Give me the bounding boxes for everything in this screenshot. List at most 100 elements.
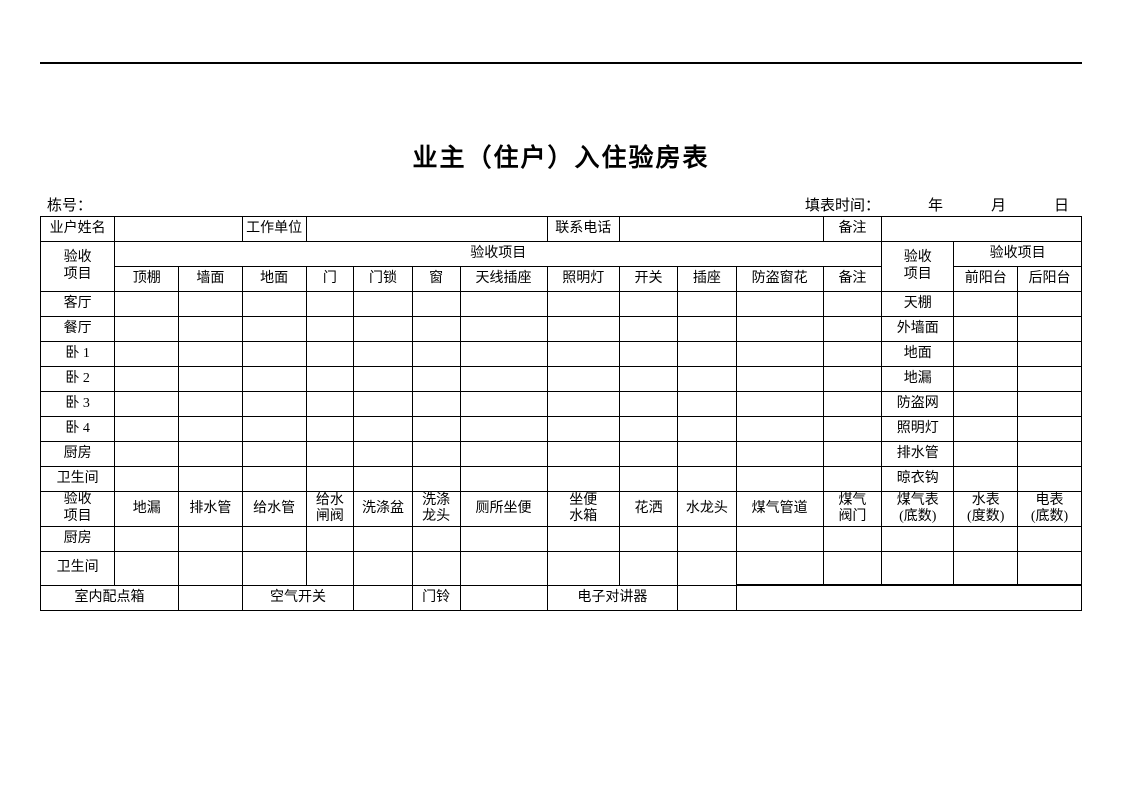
cell[interactable]: [179, 585, 243, 610]
cell[interactable]: [619, 342, 677, 367]
cell[interactable]: [354, 292, 412, 317]
cell[interactable]: [1018, 292, 1082, 317]
cell[interactable]: [882, 551, 954, 585]
cell[interactable]: [179, 292, 243, 317]
cell[interactable]: [460, 417, 547, 442]
cell[interactable]: [460, 342, 547, 367]
cell[interactable]: [115, 367, 179, 392]
cell[interactable]: [460, 292, 547, 317]
cell[interactable]: [354, 551, 412, 585]
cell[interactable]: [547, 367, 619, 392]
cell[interactable]: [547, 292, 619, 317]
cell[interactable]: [1018, 392, 1082, 417]
cell[interactable]: [954, 442, 1018, 467]
cell[interactable]: [354, 417, 412, 442]
cell[interactable]: [242, 417, 306, 442]
cell[interactable]: [242, 526, 306, 551]
cell[interactable]: [306, 342, 354, 367]
cell[interactable]: [678, 417, 736, 442]
cell[interactable]: [115, 292, 179, 317]
cell[interactable]: [115, 551, 179, 585]
cell[interactable]: [678, 551, 736, 585]
cell[interactable]: [242, 467, 306, 492]
cell[interactable]: [354, 585, 412, 610]
cell[interactable]: [547, 442, 619, 467]
cell[interactable]: [954, 342, 1018, 367]
cell[interactable]: [115, 417, 179, 442]
cell[interactable]: [306, 392, 354, 417]
cell[interactable]: [179, 342, 243, 367]
cell[interactable]: [619, 292, 677, 317]
cell[interactable]: [954, 526, 1018, 551]
cell[interactable]: [547, 526, 619, 551]
cell[interactable]: [412, 292, 460, 317]
cell[interactable]: [954, 417, 1018, 442]
cell[interactable]: [619, 551, 677, 585]
cell[interactable]: [619, 442, 677, 467]
cell[interactable]: [736, 551, 823, 585]
cell[interactable]: [306, 317, 354, 342]
cell[interactable]: [678, 367, 736, 392]
cell[interactable]: [242, 392, 306, 417]
cell[interactable]: [1018, 417, 1082, 442]
cell[interactable]: [619, 317, 677, 342]
cell[interactable]: [242, 317, 306, 342]
cell[interactable]: [306, 526, 354, 551]
cell[interactable]: [354, 342, 412, 367]
cell[interactable]: [460, 526, 547, 551]
cell[interactable]: [306, 467, 354, 492]
cell[interactable]: [242, 551, 306, 585]
cell[interactable]: [412, 317, 460, 342]
cell[interactable]: [354, 317, 412, 342]
cell[interactable]: [412, 442, 460, 467]
cell[interactable]: [179, 392, 243, 417]
cell[interactable]: [736, 367, 823, 392]
cell[interactable]: [460, 585, 547, 610]
input-owner-name[interactable]: [115, 217, 242, 242]
cell[interactable]: [954, 367, 1018, 392]
cell[interactable]: [954, 317, 1018, 342]
cell[interactable]: [619, 467, 677, 492]
cell[interactable]: [736, 526, 823, 551]
cell[interactable]: [354, 526, 412, 551]
cell[interactable]: [547, 551, 619, 585]
cell[interactable]: [823, 317, 881, 342]
cell[interactable]: [179, 417, 243, 442]
cell[interactable]: [736, 467, 823, 492]
cell[interactable]: [823, 292, 881, 317]
cell[interactable]: [547, 392, 619, 417]
cell[interactable]: [678, 292, 736, 317]
cell[interactable]: [460, 317, 547, 342]
cell[interactable]: [547, 417, 619, 442]
cell[interactable]: [412, 367, 460, 392]
cell[interactable]: [354, 442, 412, 467]
cell[interactable]: [412, 467, 460, 492]
cell[interactable]: [547, 317, 619, 342]
cell[interactable]: [954, 292, 1018, 317]
cell[interactable]: [179, 467, 243, 492]
cell[interactable]: [306, 367, 354, 392]
cell[interactable]: [736, 392, 823, 417]
cell[interactable]: [823, 417, 881, 442]
cell[interactable]: [179, 367, 243, 392]
cell[interactable]: [823, 526, 881, 551]
cell[interactable]: [678, 585, 736, 610]
cell[interactable]: [115, 392, 179, 417]
cell[interactable]: [306, 551, 354, 585]
cell[interactable]: [354, 467, 412, 492]
input-phone[interactable]: [619, 217, 823, 242]
cell[interactable]: [1018, 551, 1082, 585]
cell[interactable]: [619, 367, 677, 392]
cell[interactable]: [736, 317, 823, 342]
cell[interactable]: [619, 392, 677, 417]
cell[interactable]: [954, 392, 1018, 417]
cell[interactable]: [179, 442, 243, 467]
cell[interactable]: [736, 417, 823, 442]
cell[interactable]: [179, 317, 243, 342]
cell[interactable]: [678, 392, 736, 417]
cell[interactable]: [736, 342, 823, 367]
cell[interactable]: [1018, 442, 1082, 467]
cell[interactable]: [306, 442, 354, 467]
cell[interactable]: [242, 442, 306, 467]
cell[interactable]: [242, 342, 306, 367]
